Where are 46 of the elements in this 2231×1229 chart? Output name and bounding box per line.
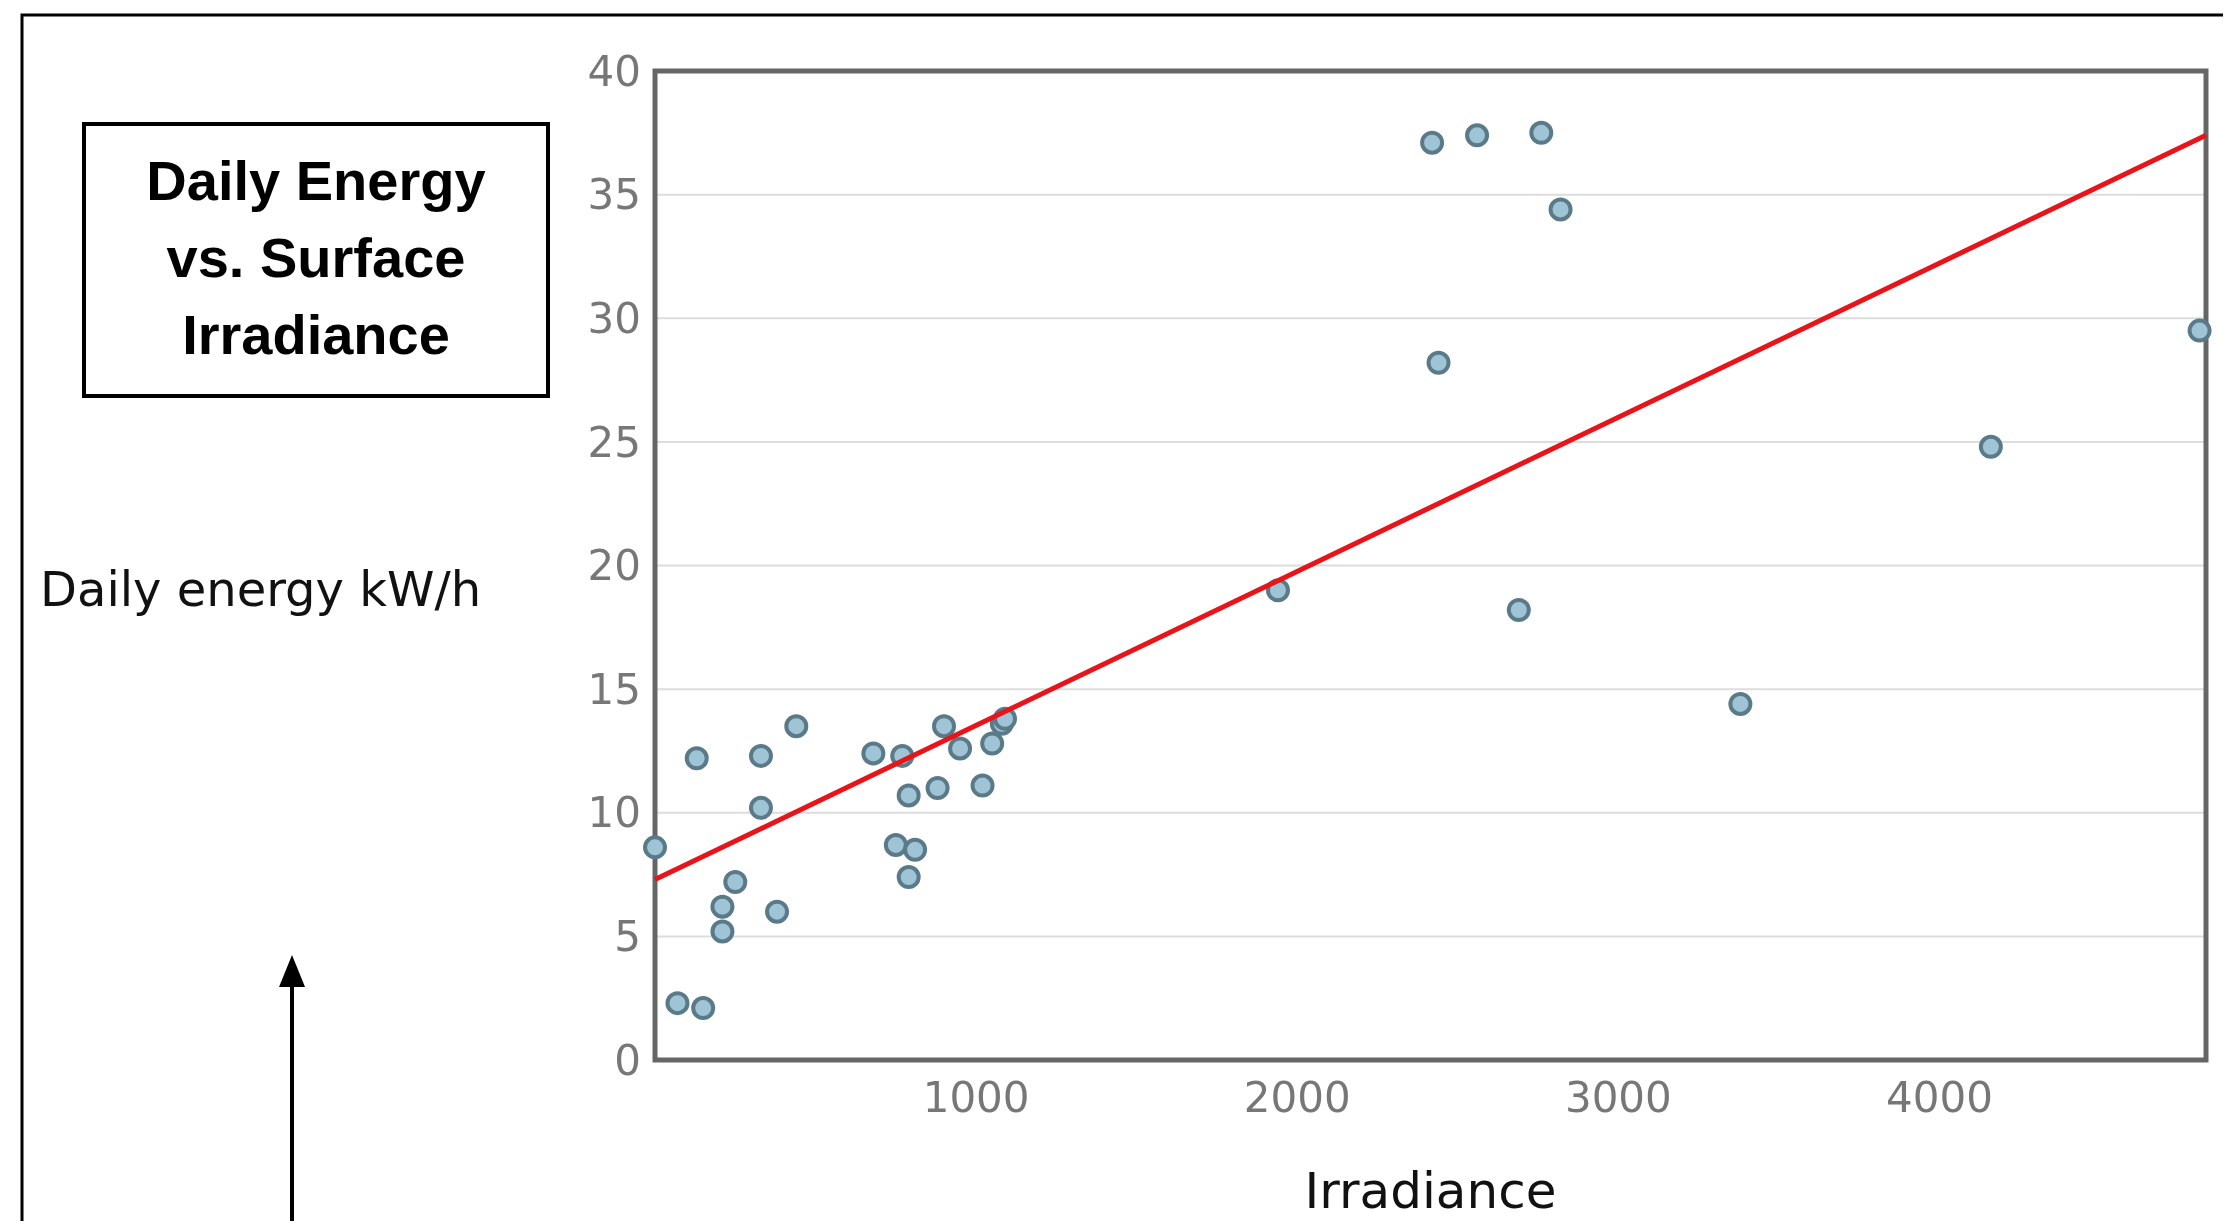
y-tick-label: 35 (587, 170, 641, 220)
y-tick-label: 20 (587, 541, 641, 591)
point (723, 869, 748, 894)
point (970, 773, 995, 798)
y-axis-title: Daily energy kW/h (40, 561, 482, 617)
y-tick-label: 10 (587, 788, 641, 838)
point (903, 837, 928, 862)
point (691, 996, 716, 1021)
point (765, 899, 790, 924)
point (1465, 123, 1490, 148)
point (1506, 598, 1531, 623)
point (748, 795, 773, 820)
y-tick-label: 15 (587, 664, 641, 714)
point (710, 919, 735, 944)
point (896, 783, 921, 808)
x-axis-title: Irradiance (1304, 1162, 1557, 1220)
text: Daily Energy vs. Surface Irradiance (146, 149, 486, 366)
point (784, 714, 809, 739)
y-tick-label: 40 (587, 46, 641, 96)
point (748, 743, 773, 768)
point (1978, 434, 2003, 459)
x-tick-label: 1000 (922, 1073, 1030, 1122)
point (1529, 120, 1554, 145)
point (980, 731, 1005, 756)
point (883, 832, 908, 857)
point (948, 736, 973, 761)
y-tick-label: 25 (587, 417, 641, 467)
x-tick-label: 3000 (1564, 1073, 1672, 1122)
point (1728, 691, 1753, 716)
point (861, 741, 886, 766)
y-tick-label: 30 (587, 293, 641, 343)
point (925, 776, 950, 801)
point (665, 991, 690, 1016)
point (710, 894, 735, 919)
point (1426, 350, 1451, 375)
point (2187, 318, 2212, 343)
point (1548, 197, 1573, 222)
point (932, 714, 957, 739)
y-tick-label: 0 (614, 1035, 641, 1085)
y-tick-label: 5 (614, 912, 641, 962)
point (684, 746, 709, 771)
point (643, 835, 667, 860)
point (1420, 130, 1445, 155)
x-tick-label: 2000 (1243, 1073, 1351, 1122)
x-tick-label: 4000 (1886, 1073, 1993, 1122)
point (896, 865, 921, 890)
